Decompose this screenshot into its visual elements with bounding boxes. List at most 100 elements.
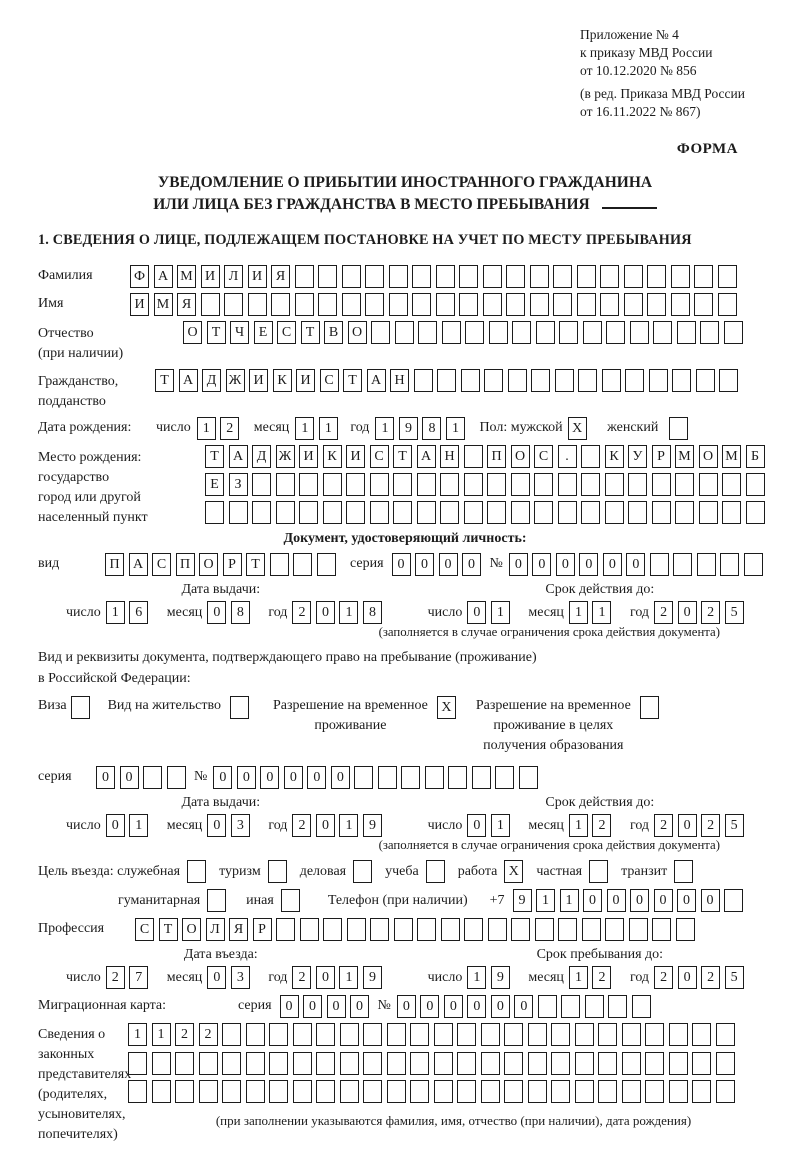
char-cell[interactable]: И (200, 265, 220, 288)
char-cell[interactable]: 0 (303, 995, 323, 1018)
char-cell[interactable] (457, 1080, 476, 1103)
char-cell[interactable] (365, 265, 384, 288)
char-cell[interactable] (316, 553, 336, 576)
char-cell[interactable]: 3 (230, 814, 250, 837)
char-cell[interactable] (582, 321, 602, 344)
char-cell[interactable]: 3 (230, 966, 250, 989)
char-cell[interactable]: 1 (105, 601, 125, 624)
char-cell[interactable] (581, 445, 600, 468)
char-cell[interactable] (363, 1080, 382, 1103)
char-cell[interactable] (386, 1080, 406, 1103)
char-cell[interactable]: 7 (129, 966, 149, 989)
char-cell[interactable] (651, 501, 671, 524)
char-cell[interactable]: 9 (362, 814, 382, 837)
char-cell[interactable] (561, 995, 581, 1018)
char-cell[interactable] (558, 918, 577, 941)
char-cell[interactable] (623, 265, 643, 288)
char-cell[interactable]: О (347, 321, 367, 344)
char-cell[interactable]: 0 (279, 995, 299, 1018)
char-cell[interactable] (722, 473, 741, 496)
char-cell[interactable]: 0 (207, 814, 227, 837)
char-cell[interactable] (292, 1080, 312, 1103)
char-cell[interactable] (269, 553, 289, 576)
char-cell[interactable] (410, 1023, 429, 1046)
char-cell[interactable]: 0 (532, 553, 552, 576)
char-cell[interactable]: 1 (568, 601, 588, 624)
char-cell[interactable] (551, 1080, 570, 1103)
char-cell[interactable]: М (177, 265, 196, 288)
char-cell[interactable] (464, 918, 483, 941)
char-cell[interactable]: 2 (701, 966, 721, 989)
char-cell[interactable] (551, 1023, 570, 1046)
char-cell[interactable]: Т (393, 445, 412, 468)
char-cell[interactable]: 0 (677, 966, 697, 989)
char-cell[interactable]: И (130, 293, 149, 316)
char-cell[interactable] (440, 501, 459, 524)
char-cell[interactable]: К (322, 445, 342, 468)
char-cell[interactable] (510, 473, 530, 496)
char-cell[interactable]: Т (300, 321, 320, 344)
char-cell[interactable]: 0 (700, 889, 720, 912)
char-cell[interactable]: С (135, 918, 154, 941)
char-cell[interactable]: Р (651, 445, 671, 468)
char-cell[interactable] (363, 1023, 382, 1046)
char-cell[interactable]: Ж (275, 445, 295, 468)
purpose-business-checkbox[interactable] (187, 860, 207, 883)
char-cell[interactable] (553, 265, 572, 288)
char-cell[interactable]: Е (205, 473, 224, 496)
char-cell[interactable] (363, 1051, 382, 1075)
char-cell[interactable] (557, 501, 577, 524)
char-cell[interactable] (418, 321, 437, 344)
char-cell[interactable] (276, 918, 295, 941)
char-cell[interactable] (527, 1051, 547, 1075)
char-cell[interactable] (166, 766, 186, 789)
char-cell[interactable] (700, 321, 719, 344)
char-cell[interactable]: К (604, 445, 624, 468)
char-cell[interactable] (675, 918, 695, 941)
char-cell[interactable]: Т (343, 369, 362, 392)
char-cell[interactable]: 0 (396, 995, 416, 1018)
char-cell[interactable]: П (175, 553, 195, 576)
char-cell[interactable]: 2 (654, 601, 674, 624)
purpose-work-checkbox[interactable]: X (504, 860, 524, 883)
char-cell[interactable] (715, 1051, 735, 1075)
char-cell[interactable]: И (346, 445, 365, 468)
char-cell[interactable] (224, 293, 243, 316)
purpose-study-checkbox[interactable] (425, 860, 445, 883)
char-cell[interactable]: 0 (415, 553, 435, 576)
char-cell[interactable]: 6 (129, 601, 149, 624)
sex-male-checkbox[interactable]: X (567, 417, 587, 440)
char-cell[interactable] (480, 1023, 500, 1046)
char-cell[interactable] (482, 293, 502, 316)
char-cell[interactable]: Т (205, 445, 224, 468)
option-temp-residence-checkbox[interactable]: X (436, 696, 456, 719)
char-cell[interactable] (527, 1080, 547, 1103)
char-cell[interactable]: 0 (677, 814, 697, 837)
char-cell[interactable]: 0 (105, 814, 125, 837)
char-cell[interactable]: 2 (175, 1023, 194, 1046)
char-cell[interactable]: 2 (292, 814, 312, 837)
char-cell[interactable]: Ф (130, 265, 149, 288)
char-cell[interactable]: 1 (568, 966, 588, 989)
char-cell[interactable] (511, 918, 530, 941)
char-cell[interactable] (504, 1023, 523, 1046)
char-cell[interactable] (413, 369, 433, 392)
char-cell[interactable] (724, 889, 744, 912)
char-cell[interactable] (200, 293, 220, 316)
char-cell[interactable] (645, 1051, 664, 1075)
char-cell[interactable]: У (628, 445, 647, 468)
char-cell[interactable]: Я (271, 265, 290, 288)
char-cell[interactable] (457, 1051, 476, 1075)
char-cell[interactable] (581, 501, 600, 524)
purpose-humanitarian-checkbox[interactable] (207, 889, 227, 912)
char-cell[interactable] (316, 1051, 335, 1075)
char-cell[interactable] (717, 265, 737, 288)
char-cell[interactable] (465, 321, 484, 344)
char-cell[interactable] (143, 766, 162, 789)
char-cell[interactable]: 0 (467, 995, 487, 1018)
char-cell[interactable] (574, 1023, 594, 1046)
char-cell[interactable] (653, 321, 672, 344)
char-cell[interactable]: 0 (315, 814, 335, 837)
char-cell[interactable] (410, 1080, 429, 1103)
char-cell[interactable] (715, 1080, 735, 1103)
